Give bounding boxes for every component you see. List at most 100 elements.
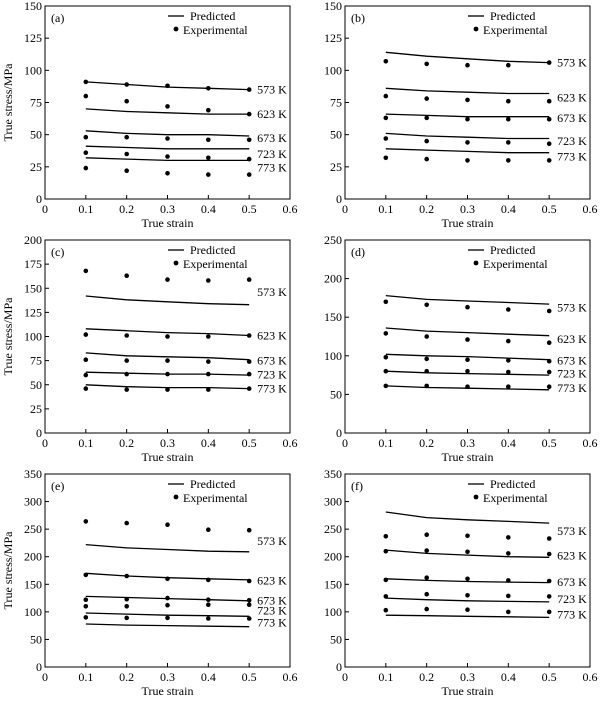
series-label: 573 K bbox=[257, 285, 287, 299]
experimental-point bbox=[206, 387, 211, 392]
series-label: 673 K bbox=[257, 131, 287, 145]
predicted-line bbox=[385, 87, 550, 95]
experimental-point bbox=[383, 368, 389, 374]
x-tick-label: 0.4 bbox=[501, 670, 516, 684]
predicted-line bbox=[385, 113, 550, 118]
experimental-point bbox=[83, 572, 89, 578]
series-label: 673 K bbox=[557, 111, 587, 125]
experimental-point bbox=[124, 98, 129, 104]
series-label: 723 K bbox=[557, 592, 587, 606]
experimental-point bbox=[424, 61, 430, 67]
x-tick-label: 0.6 bbox=[283, 202, 298, 216]
experimental-point bbox=[465, 593, 470, 598]
experimental-point bbox=[383, 577, 389, 583]
experimental-point bbox=[124, 371, 129, 377]
y-tick-label: 100 bbox=[324, 63, 342, 77]
experimental-point bbox=[465, 576, 470, 582]
experimental-point bbox=[383, 607, 389, 613]
y-tick-label: 25 bbox=[30, 402, 42, 416]
experimental-point bbox=[506, 158, 511, 163]
series-group: 773 K bbox=[383, 381, 587, 395]
y-tick-label: 125 bbox=[24, 31, 42, 45]
series-label: 773 K bbox=[257, 616, 287, 630]
y-tick-label: 0 bbox=[36, 426, 42, 440]
y-tick-label: 250 bbox=[324, 522, 342, 536]
experimental-point bbox=[383, 59, 389, 64]
x-tick-label: 0.5 bbox=[542, 436, 557, 450]
plot-frame bbox=[44, 473, 291, 668]
chart-panel: 0 0.1 0.2 0.3 0.4 0.5 0.6 0 25 50 75 100 125 150 True … bbox=[1, 0, 298, 230]
experimental-point bbox=[383, 594, 389, 599]
series-group: 623 K bbox=[83, 328, 287, 343]
legend-predicted-label: Predicted bbox=[490, 477, 535, 491]
experimental-point bbox=[246, 172, 252, 177]
experimental-point bbox=[246, 111, 252, 117]
x-tick-label: 0.5 bbox=[542, 202, 557, 216]
series-group: 723 K bbox=[83, 368, 287, 382]
experimental-point bbox=[546, 369, 552, 375]
plot-frame bbox=[44, 5, 291, 200]
legend-dot-swatch bbox=[173, 494, 179, 500]
experimental-point bbox=[424, 302, 430, 308]
series-label: 773 K bbox=[557, 608, 587, 622]
series-group: 723 K bbox=[83, 602, 287, 617]
y-tick-label: 25 bbox=[330, 160, 342, 174]
y-tick-label: 150 bbox=[324, 0, 342, 13]
experimental-point bbox=[383, 383, 389, 389]
x-tick-label: 0 bbox=[342, 202, 348, 216]
experimental-point bbox=[246, 616, 252, 621]
x-tick-label: 0.2 bbox=[119, 670, 134, 684]
experimental-point bbox=[124, 596, 129, 602]
chart-panel: 0 0.1 0.2 0.3 0.4 0.5 0.6 0 50 100 150 200 250 True s… bbox=[324, 233, 598, 464]
legend-experimental-label: Experimental bbox=[483, 257, 548, 271]
experimental-point bbox=[124, 573, 129, 579]
experimental-point bbox=[506, 98, 511, 104]
experimental-point bbox=[246, 359, 252, 364]
experimental-point bbox=[465, 304, 470, 310]
experimental-point bbox=[546, 578, 552, 584]
legend-experimental-label: Experimental bbox=[183, 257, 248, 271]
series-label: 673 K bbox=[257, 594, 287, 608]
experimental-point bbox=[506, 369, 511, 375]
series-group: 673 K bbox=[83, 352, 287, 368]
experimental-point bbox=[546, 158, 552, 163]
legend-experimental-label: Experimental bbox=[183, 23, 248, 37]
series-group: 623 K bbox=[83, 572, 287, 587]
chart-panel: 0 0.1 0.2 0.3 0.4 0.5 0.6 0 50 100 150 200 250 300 350… bbox=[324, 467, 598, 698]
experimental-point bbox=[546, 340, 552, 346]
x-tick-label: 0.3 bbox=[160, 670, 175, 684]
y-axis-label: True stress/MPa bbox=[1, 531, 15, 610]
series-label: 723 K bbox=[257, 368, 287, 382]
experimental-point bbox=[506, 62, 511, 68]
legend-predicted-label: Predicted bbox=[190, 243, 235, 257]
experimental-point bbox=[424, 606, 430, 612]
y-tick-label: 125 bbox=[24, 305, 42, 319]
series-label: 573 K bbox=[557, 524, 587, 538]
legend-dot-swatch bbox=[473, 26, 479, 32]
experimental-point bbox=[206, 155, 211, 161]
x-tick-label: 0.3 bbox=[460, 436, 475, 450]
series-label: 673 K bbox=[557, 575, 587, 589]
predicted-line bbox=[385, 294, 550, 305]
series-label: 773 K bbox=[257, 382, 287, 396]
x-tick-label: 0.1 bbox=[78, 202, 93, 216]
predicted-line bbox=[85, 130, 250, 137]
experimental-point bbox=[546, 384, 552, 390]
predicted-line bbox=[385, 549, 550, 558]
y-tick-label: 150 bbox=[24, 281, 42, 295]
experimental-point bbox=[124, 82, 129, 87]
experimental-point bbox=[506, 338, 511, 344]
series-group: 723 K bbox=[383, 591, 587, 606]
series-group: 573 K bbox=[83, 79, 287, 97]
experimental-point bbox=[206, 616, 211, 621]
series-group: 673 K bbox=[383, 353, 587, 367]
y-tick-label: 150 bbox=[24, 0, 42, 13]
x-tick-label: 0 bbox=[42, 436, 48, 450]
experimental-point bbox=[165, 602, 170, 608]
panel-label: (d) bbox=[351, 245, 365, 259]
x-tick-label: 0.3 bbox=[460, 202, 475, 216]
x-tick-label: 0.4 bbox=[201, 436, 216, 450]
chart-panel: 0 0.1 0.2 0.3 0.4 0.5 0.6 0 50 100 150 200 250 300 350… bbox=[1, 467, 298, 698]
series-group: 573 K bbox=[383, 511, 587, 541]
